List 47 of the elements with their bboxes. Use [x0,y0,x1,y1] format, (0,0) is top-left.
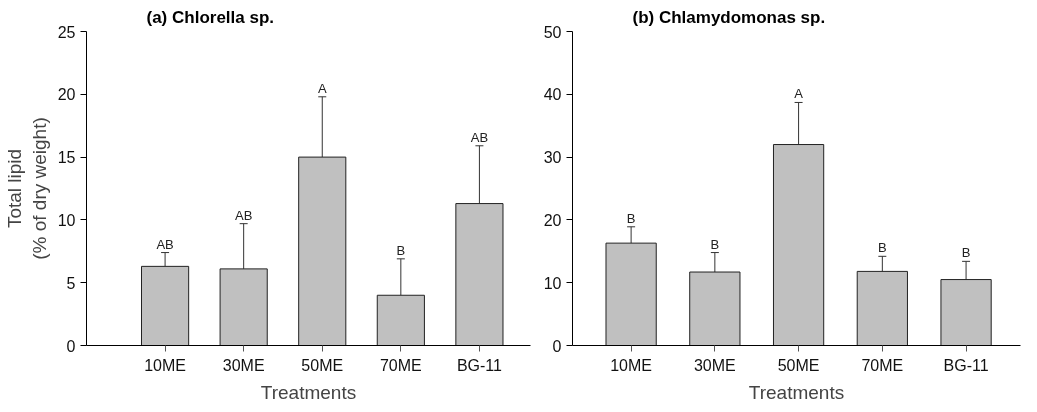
y-tick-label: 20 [543,211,562,229]
annotation: B [626,210,636,226]
annotation: B [710,236,720,252]
x-axis-title: Treatments [748,381,845,403]
annotation: B [396,242,406,258]
x-tick-label: BG-11 [456,356,503,374]
bar [455,203,504,346]
bar [689,271,741,346]
bar [940,279,992,346]
y-tick-label: 15 [57,149,76,167]
y-tick-label: 5 [66,274,76,292]
annotation: B [961,245,971,261]
x-tick-label: 30ME [693,356,736,374]
x-tick-label: 30ME [222,356,265,374]
x-tick-label: BG-11 [943,356,989,374]
y-tick-label: 10 [543,274,562,292]
bar [298,156,347,346]
bar [141,265,190,346]
annotation: AB [235,207,253,223]
y-tick-label: 30 [543,149,562,167]
y-tick-label: 0 [66,337,76,355]
x-tick-label: 10ME [610,356,653,374]
y-tick-label: 20 [57,86,76,104]
y-tick-label: 10 [57,211,76,229]
x-tick-label: 50ME [301,356,344,374]
annotation: B [878,240,887,256]
bar [219,268,268,346]
bar [605,242,657,346]
annotation: A [794,86,804,102]
bar [856,270,908,346]
x-tick-label: 50ME [777,356,820,374]
x-axis-title: Treatments [260,381,357,403]
y-tick-label: 0 [552,337,562,355]
y-tick-label: 40 [543,86,562,104]
bar [376,294,425,346]
chart-title: (b) Chlamydomonas sp. [632,7,826,27]
y-tick-label: 50 [543,23,562,41]
bar [772,144,825,346]
annotation: AB [156,236,174,252]
x-tick-label: 70ME [379,356,422,374]
annotation: AB [470,129,489,145]
x-tick-label: 70ME [861,356,904,374]
y-tick-label: 25 [57,23,76,41]
chart-title: (a) Chlorella sp. [146,7,275,27]
x-tick-label: 10ME [144,356,186,374]
y-axis-title: Total lipid (% of dry weight) [3,117,50,260]
annotation: A [317,80,327,96]
